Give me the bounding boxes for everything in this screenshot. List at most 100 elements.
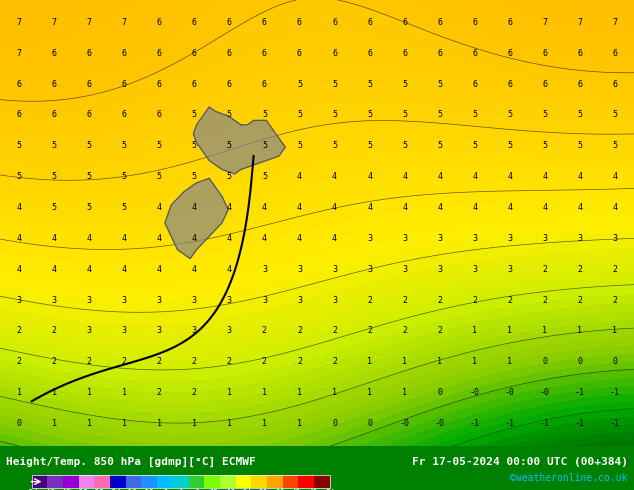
Text: 54: 54 <box>325 489 334 490</box>
Text: 5: 5 <box>87 203 92 212</box>
Text: 4: 4 <box>227 203 232 212</box>
Text: 6: 6 <box>51 49 56 58</box>
Bar <box>251 475 267 488</box>
Text: 2: 2 <box>472 295 477 305</box>
Bar <box>94 475 110 488</box>
Text: 3: 3 <box>192 295 197 305</box>
Text: 2: 2 <box>297 357 302 367</box>
Text: 3: 3 <box>332 295 337 305</box>
Text: 3: 3 <box>87 295 92 305</box>
Text: 1: 1 <box>262 388 267 397</box>
Text: 1: 1 <box>192 419 197 428</box>
Text: 1: 1 <box>332 388 337 397</box>
Text: -48: -48 <box>41 489 55 490</box>
Text: 6: 6 <box>195 489 200 490</box>
Text: 5: 5 <box>297 79 302 89</box>
Text: 5: 5 <box>332 79 337 89</box>
Text: 6: 6 <box>227 49 232 58</box>
Text: -1: -1 <box>470 419 480 428</box>
Text: 1: 1 <box>262 419 267 428</box>
Text: 5: 5 <box>507 141 512 150</box>
Bar <box>204 475 220 488</box>
Text: 1: 1 <box>402 357 407 367</box>
Text: 4: 4 <box>227 234 232 243</box>
Text: 5: 5 <box>542 141 547 150</box>
Text: 2: 2 <box>578 265 583 274</box>
Text: 1: 1 <box>227 388 232 397</box>
Text: 1: 1 <box>402 388 407 397</box>
Text: 3: 3 <box>367 265 372 274</box>
Text: 4: 4 <box>122 234 127 243</box>
Text: 6: 6 <box>367 49 372 58</box>
Text: 4: 4 <box>122 265 127 274</box>
Text: 3: 3 <box>612 234 618 243</box>
Text: 6: 6 <box>262 79 267 89</box>
Text: 5: 5 <box>227 110 232 120</box>
Text: 2: 2 <box>578 295 583 305</box>
Text: 3: 3 <box>402 265 407 274</box>
Text: 6: 6 <box>51 110 56 120</box>
Text: 5: 5 <box>612 141 618 150</box>
Text: 5: 5 <box>402 141 407 150</box>
Text: 6: 6 <box>507 18 512 27</box>
Text: 4: 4 <box>578 172 583 181</box>
Text: 18: 18 <box>226 489 235 490</box>
Bar <box>283 475 299 488</box>
Text: 5: 5 <box>612 110 618 120</box>
Text: 5: 5 <box>16 141 22 150</box>
Text: 2: 2 <box>262 326 267 336</box>
Bar <box>141 475 157 488</box>
Text: 4: 4 <box>16 203 22 212</box>
Bar <box>299 475 314 488</box>
Text: 3: 3 <box>192 326 197 336</box>
Text: 7: 7 <box>542 18 547 27</box>
Text: 1: 1 <box>578 326 583 336</box>
Text: 5: 5 <box>472 110 477 120</box>
Text: 0: 0 <box>367 419 372 428</box>
Text: 4: 4 <box>51 234 56 243</box>
Text: 6: 6 <box>612 79 618 89</box>
Text: -0: -0 <box>470 388 480 397</box>
Text: 2: 2 <box>157 388 162 397</box>
Bar <box>157 475 173 488</box>
Text: 7: 7 <box>16 18 22 27</box>
Text: 5: 5 <box>262 141 267 150</box>
Text: -12: -12 <box>141 489 155 490</box>
Text: 2: 2 <box>122 357 127 367</box>
Text: 2: 2 <box>402 295 407 305</box>
Text: 6: 6 <box>332 49 337 58</box>
Text: 3: 3 <box>51 295 56 305</box>
Text: 0: 0 <box>542 357 547 367</box>
Text: 4: 4 <box>16 265 22 274</box>
Text: 5: 5 <box>332 110 337 120</box>
Text: -24: -24 <box>108 489 121 490</box>
Text: 5: 5 <box>367 79 372 89</box>
Text: 2: 2 <box>262 357 267 367</box>
Text: 4: 4 <box>437 203 442 212</box>
Text: -0: -0 <box>540 388 550 397</box>
Text: 5: 5 <box>227 141 232 150</box>
Text: 5: 5 <box>51 141 56 150</box>
Text: 4: 4 <box>297 234 302 243</box>
Text: 7: 7 <box>87 18 92 27</box>
Text: 6: 6 <box>87 110 92 120</box>
Text: 3: 3 <box>297 265 302 274</box>
Text: -18: -18 <box>124 489 138 490</box>
Text: 5: 5 <box>157 141 162 150</box>
Text: 6: 6 <box>402 49 407 58</box>
Text: 5: 5 <box>262 110 267 120</box>
Text: ©weatheronline.co.uk: ©weatheronline.co.uk <box>510 473 628 483</box>
Text: 1: 1 <box>367 357 372 367</box>
Text: 5: 5 <box>51 203 56 212</box>
Text: 5: 5 <box>402 110 407 120</box>
Text: 4: 4 <box>297 203 302 212</box>
Text: 2: 2 <box>16 357 22 367</box>
Text: 2: 2 <box>332 357 337 367</box>
Text: 1: 1 <box>157 419 162 428</box>
Polygon shape <box>165 178 228 259</box>
Text: 3: 3 <box>507 265 512 274</box>
Text: 4: 4 <box>332 172 337 181</box>
Text: 4: 4 <box>472 172 477 181</box>
Text: -0: -0 <box>505 388 515 397</box>
Text: 0: 0 <box>578 357 583 367</box>
